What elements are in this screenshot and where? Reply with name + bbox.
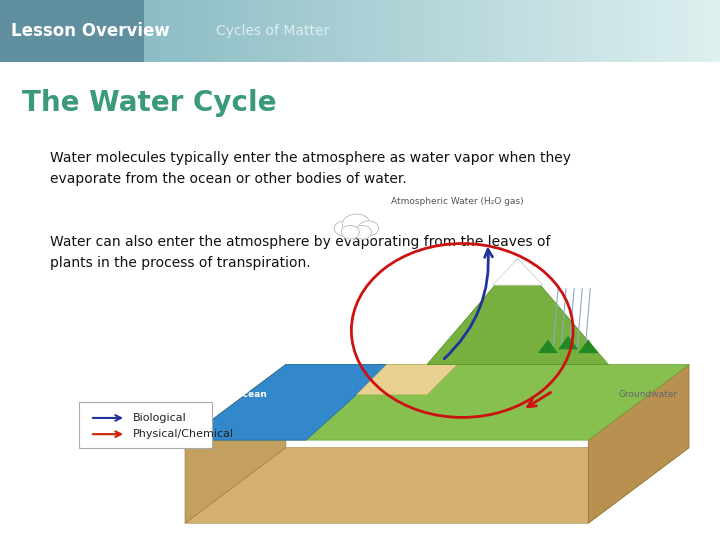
Polygon shape xyxy=(427,259,608,364)
Text: Physical/Chemical: Physical/Chemical xyxy=(133,429,234,439)
FancyBboxPatch shape xyxy=(79,402,212,448)
Polygon shape xyxy=(356,364,457,395)
Text: Cycles of Matter: Cycles of Matter xyxy=(216,24,329,38)
Circle shape xyxy=(342,214,371,235)
FancyBboxPatch shape xyxy=(0,0,144,62)
Polygon shape xyxy=(538,340,558,353)
Text: Water can also enter the atmosphere by evaporating from the leaves of
plants in : Water can also enter the atmosphere by e… xyxy=(50,235,551,269)
Polygon shape xyxy=(185,448,689,523)
Polygon shape xyxy=(185,364,286,523)
Polygon shape xyxy=(185,364,689,440)
Polygon shape xyxy=(578,340,598,353)
Text: Biological: Biological xyxy=(133,413,187,423)
Text: Lesson Overview: Lesson Overview xyxy=(11,22,169,40)
Polygon shape xyxy=(185,364,387,440)
Circle shape xyxy=(341,225,359,239)
Text: Groundwater: Groundwater xyxy=(618,390,678,399)
Polygon shape xyxy=(588,364,689,523)
Text: Atmospheric Water (H₂O gas): Atmospheric Water (H₂O gas) xyxy=(391,197,523,206)
Polygon shape xyxy=(492,259,543,285)
Text: Ocean: Ocean xyxy=(235,390,267,399)
Polygon shape xyxy=(558,336,578,349)
Text: Water molecules typically enter the atmosphere as water vapor when they
evaporat: Water molecules typically enter the atmo… xyxy=(50,151,572,186)
Circle shape xyxy=(354,225,372,239)
Circle shape xyxy=(334,221,354,236)
Text: The Water Cycle: The Water Cycle xyxy=(22,89,276,117)
Circle shape xyxy=(359,221,379,236)
